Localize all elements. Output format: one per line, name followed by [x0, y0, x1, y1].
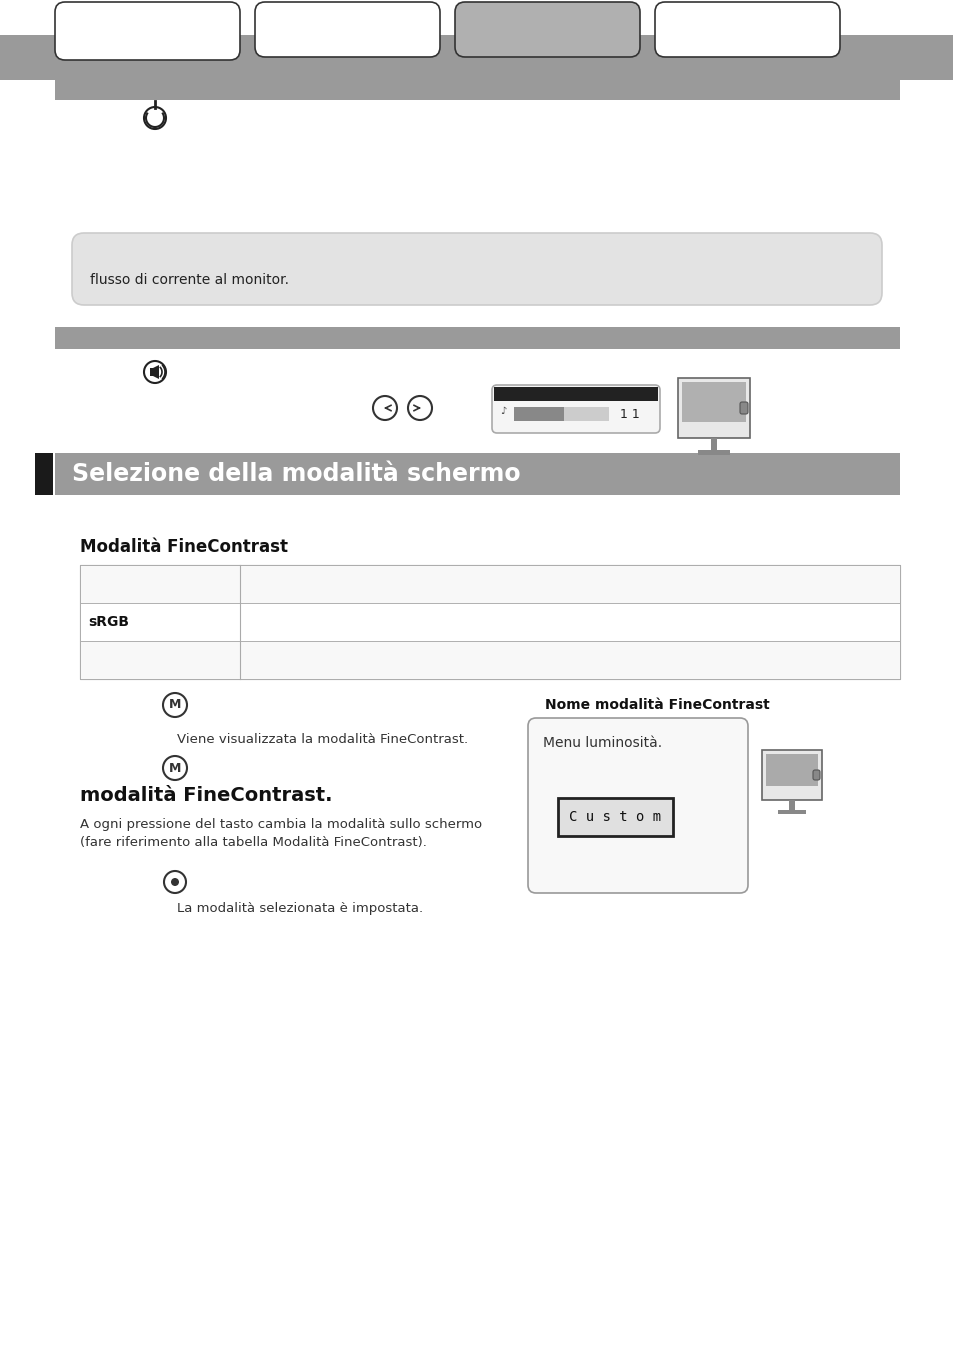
Bar [514, 406, 608, 421]
FancyBboxPatch shape [740, 402, 747, 414]
Bar [514, 406, 563, 421]
Text: Viene visualizzata la modalità FineContrast.: Viene visualizzata la modalità FineContr… [177, 733, 468, 747]
FancyBboxPatch shape [492, 385, 659, 433]
Text: Nome modalità FineContrast: Nome modalità FineContrast [544, 698, 769, 711]
FancyBboxPatch shape [71, 234, 882, 305]
Text: M: M [169, 761, 181, 775]
Bar [55, 78, 899, 100]
Bar [558, 798, 672, 836]
Text: Menu luminosità.: Menu luminosità. [542, 736, 661, 751]
Bar [80, 566, 899, 679]
Bar [0, 35, 953, 80]
Text: sRGB: sRGB [88, 616, 129, 629]
FancyBboxPatch shape [655, 1, 840, 57]
Bar [80, 603, 899, 641]
Bar [678, 378, 749, 437]
Text: A ogni pressione del tasto cambia la modalità sullo schermo
(fare riferimento al: A ogni pressione del tasto cambia la mod… [80, 818, 481, 849]
Bar [681, 382, 745, 423]
Bar [494, 387, 658, 401]
Bar [778, 810, 805, 814]
Polygon shape [150, 364, 159, 379]
Text: flusso di corrente al monitor.: flusso di corrente al monitor. [90, 273, 289, 288]
Bar [55, 454, 899, 495]
Bar [788, 801, 794, 810]
Text: M: M [169, 698, 181, 711]
Bar [80, 566, 899, 603]
Text: modalità FineContrast.: modalità FineContrast. [80, 786, 333, 805]
Bar [765, 755, 817, 786]
Text: 1 1: 1 1 [619, 409, 639, 421]
FancyBboxPatch shape [527, 718, 747, 892]
Text: La modalità selezionata è impostata.: La modalità selezionata è impostata. [177, 902, 423, 915]
Text: C u s t o m: C u s t o m [569, 810, 660, 824]
FancyBboxPatch shape [455, 1, 639, 57]
Circle shape [171, 878, 179, 886]
Bar [710, 437, 717, 450]
FancyBboxPatch shape [254, 1, 439, 57]
Bar [35, 454, 53, 495]
Text: Selezione della modalità schermo: Selezione della modalità schermo [71, 462, 520, 486]
Text: Modalità FineContrast: Modalità FineContrast [80, 539, 288, 556]
FancyBboxPatch shape [55, 1, 240, 59]
Bar [698, 450, 729, 455]
Bar [80, 641, 899, 679]
Bar [761, 751, 821, 801]
FancyBboxPatch shape [812, 769, 820, 780]
Bar [55, 327, 899, 350]
Text: ♪: ♪ [499, 406, 506, 416]
